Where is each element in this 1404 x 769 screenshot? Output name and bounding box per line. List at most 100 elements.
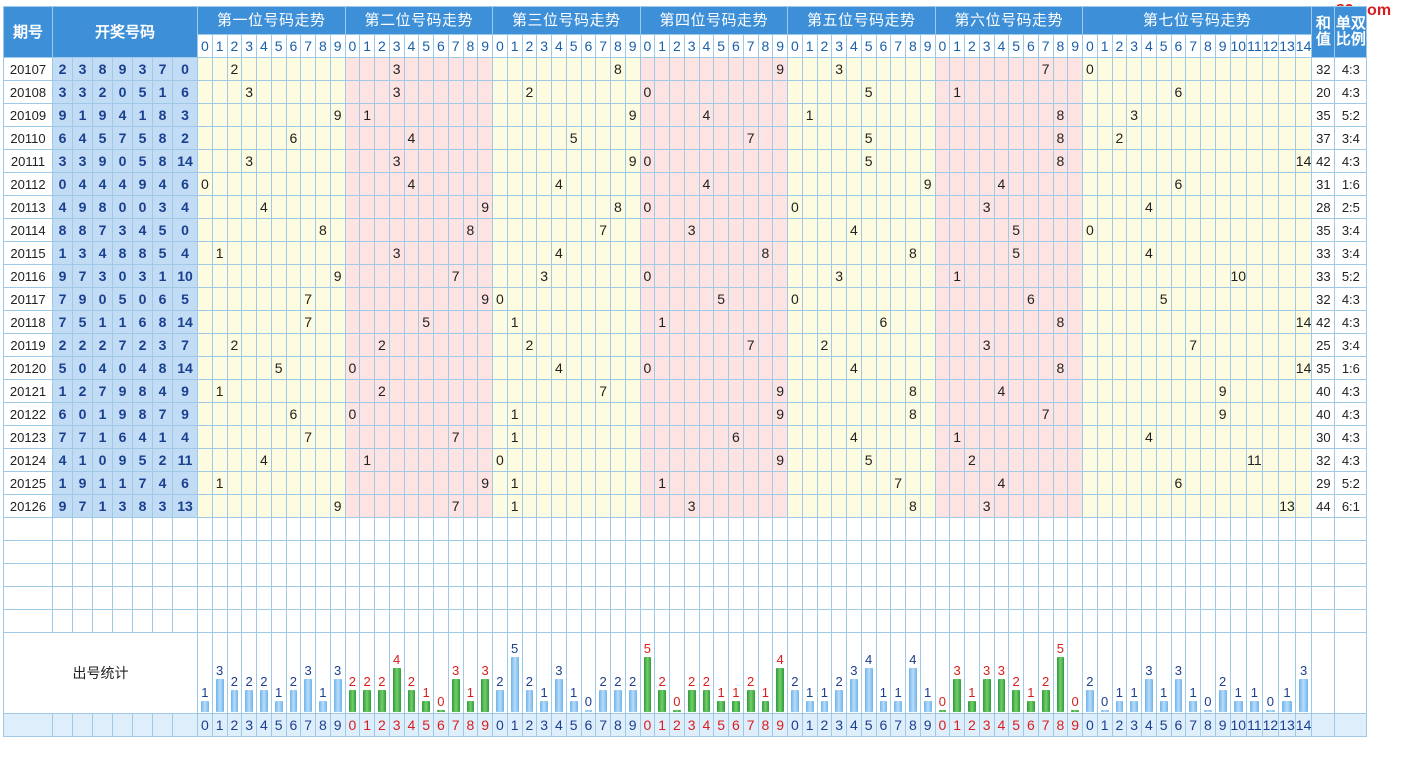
empty-cell (565, 540, 582, 564)
stat-count: 0 (938, 694, 946, 709)
stat-bar (510, 657, 519, 712)
empty-cell (1261, 609, 1280, 633)
empty-cell (654, 540, 670, 564)
trend-cell (226, 287, 243, 311)
trend-cell (1246, 103, 1263, 127)
empty-cell (713, 609, 729, 633)
trend-cell (1126, 333, 1142, 357)
sum-cell: 40 (1311, 379, 1336, 403)
trend-cell (197, 333, 213, 357)
trend-hit: 0 (197, 172, 213, 196)
trend-cell (521, 402, 538, 426)
stat-bar-cell: 4 (772, 632, 788, 714)
trend-cell (521, 218, 538, 242)
trend-cell (1185, 494, 1201, 518)
digit-label: 3 (831, 34, 847, 58)
footer-digit: 4 (551, 713, 567, 737)
trend-cell (860, 379, 877, 403)
trend-cell (300, 195, 316, 219)
trend-cell (536, 103, 552, 127)
trend-hit: 6 (1023, 287, 1039, 311)
empty-cell (846, 540, 862, 564)
empty-cell (132, 563, 153, 587)
trend-cell (1200, 402, 1216, 426)
trend-cell (624, 333, 641, 357)
stat-count: 2 (1086, 674, 1094, 689)
trend-cell (1214, 103, 1231, 127)
stat-bar (1145, 679, 1153, 712)
trend-hit: 9 (624, 103, 641, 127)
trend-cell (1023, 195, 1039, 219)
stat-bar (909, 668, 917, 712)
trend-hit: 1 (506, 402, 523, 426)
trend-cell (388, 310, 405, 334)
draw-number: 1 (52, 379, 73, 403)
trend-cell (890, 126, 906, 150)
trend-cell (536, 126, 552, 150)
stat-bar (746, 690, 755, 712)
stat-bar (614, 690, 622, 712)
table-row: 20112 0 4 4 4 9 4 6 0 4 4 4 9 4 6 31 1:6 (3, 172, 1368, 196)
trend-hit: 1 (949, 425, 965, 449)
draw-number: 1 (152, 425, 173, 449)
stat-count: 2 (629, 674, 637, 689)
trend-cell (1126, 126, 1142, 150)
trend-cell (757, 379, 774, 403)
empty-cell (905, 517, 921, 541)
footer-digit: 7 (300, 713, 316, 737)
trend-cell (256, 494, 272, 518)
trend-table: 期号 开奖号码 第一位号码走势 第二位号码走势 第三位号码走势 第四位号码走势 第五位号码走… (3, 6, 1368, 737)
trend-cell (890, 402, 906, 426)
empty-cell (551, 586, 567, 610)
trend-cell (1200, 471, 1216, 495)
section-header-5: 第五位号码走势 (787, 6, 936, 35)
empty-cell (285, 563, 302, 587)
stat-count: 3 (452, 663, 460, 678)
stat-bar-cell: 2 (344, 632, 361, 714)
draw-number: 9 (92, 149, 113, 173)
trend-cell (846, 80, 862, 104)
stat-bar-cell: 1 (728, 632, 744, 714)
trend-cell (1037, 264, 1054, 288)
trend-hit: 9 (772, 57, 788, 81)
digit-label: 4 (698, 34, 715, 58)
trend-cell (329, 287, 346, 311)
issue-cell: 20110 (3, 126, 53, 150)
ratio-header: 单双 比例 (1334, 6, 1368, 58)
trend-cell (329, 126, 346, 150)
trend-cell (816, 149, 833, 173)
trend-cell (1096, 264, 1113, 288)
trend-cell (1008, 494, 1024, 518)
trend-cell (728, 448, 744, 472)
draw-number: 2 (172, 126, 198, 150)
trend-cell (1185, 264, 1201, 288)
trend-cell (934, 333, 951, 357)
trend-hit: 0 (492, 287, 508, 311)
trend-cell (595, 264, 611, 288)
trend-cell (1200, 333, 1216, 357)
trend-cell (433, 356, 449, 380)
footer-digit: 5 (565, 713, 582, 737)
trend-cell (565, 149, 582, 173)
section-header-4: 第四位号码走势 (639, 6, 788, 35)
stat-count: 2 (230, 674, 238, 689)
trend-cell (1246, 195, 1263, 219)
empty-cell (1200, 540, 1216, 564)
trend-cell (492, 172, 508, 196)
digit-label: 6 (580, 34, 597, 58)
trend-cell (270, 172, 287, 196)
trend-cell (1096, 287, 1113, 311)
trend-cell (1261, 448, 1280, 472)
footer-digit: 8 (1052, 713, 1069, 737)
sum-cell: 32 (1311, 448, 1336, 472)
empty-cell (270, 540, 287, 564)
draw-number: 6 (172, 471, 198, 495)
empty-cell (1229, 540, 1248, 564)
trend-cell (816, 80, 833, 104)
empty-cell (890, 540, 906, 564)
trend-cell (492, 103, 508, 127)
trend-cell (610, 448, 626, 472)
trend-cell (1141, 448, 1157, 472)
trend-cell (1067, 57, 1083, 81)
trend-cell (211, 218, 228, 242)
